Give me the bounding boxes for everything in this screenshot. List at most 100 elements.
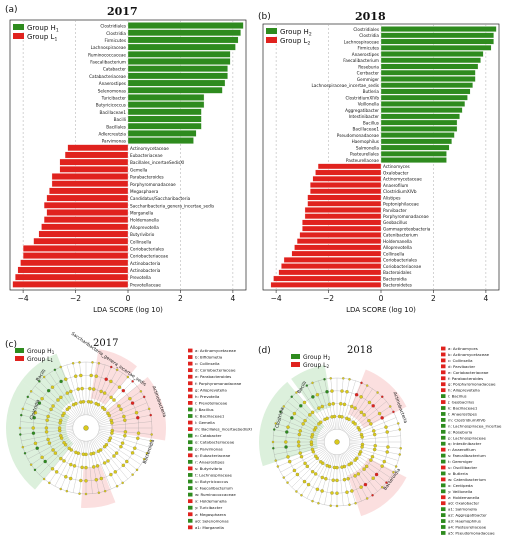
taxon-node xyxy=(386,445,390,449)
taxon-node xyxy=(120,441,125,445)
taxon-node xyxy=(102,444,107,449)
taxon-node xyxy=(299,454,304,459)
key-swatch xyxy=(188,387,193,392)
taxon-node xyxy=(44,426,49,430)
taxon-node xyxy=(271,440,275,444)
taxon-node xyxy=(323,378,326,381)
taxon-node xyxy=(325,390,329,394)
taxon-node xyxy=(50,385,55,389)
taxon-node xyxy=(345,490,349,494)
taxon-node xyxy=(117,385,122,389)
taxon-node xyxy=(123,434,127,438)
key-swatch xyxy=(441,465,446,470)
taxon-node xyxy=(42,477,46,481)
lda-bar xyxy=(281,263,382,269)
taxon-node xyxy=(360,445,364,449)
key-label: e: Coriobacteriaceae xyxy=(448,370,489,375)
bar-label: ClostridiumXIVb xyxy=(383,189,417,194)
bar-label: Bacillales xyxy=(106,124,126,129)
taxon-node xyxy=(340,415,344,419)
lda-bar xyxy=(46,209,129,216)
bar-label: ClostridiumXIVb xyxy=(345,95,379,100)
taxon-node xyxy=(301,422,305,426)
bar-label: Anaerostipes xyxy=(99,81,126,86)
taxon-node xyxy=(99,476,104,481)
taxon-node xyxy=(59,379,63,384)
taxon-node xyxy=(314,454,318,458)
lda-bar xyxy=(22,245,129,252)
branch-line xyxy=(341,453,362,502)
bar-label: Coriobacteriales xyxy=(130,246,164,251)
key-label: h: Alloprevotella xyxy=(448,388,480,393)
taxon-node xyxy=(331,478,335,482)
branch-line xyxy=(99,421,152,427)
taxon-node xyxy=(89,373,93,378)
key-label: y: Turicibacter xyxy=(195,505,223,510)
key-label: n: Lachnospiracea_incertae xyxy=(448,423,502,428)
key-label: a: Actinomyces xyxy=(448,346,478,351)
taxon-node xyxy=(42,375,46,379)
taxon-node xyxy=(89,400,93,404)
cladogram-2017: BacilliClostridiaSaccharibacteria_genera… xyxy=(5,331,252,530)
taxon-node xyxy=(276,465,280,468)
key-label: s: Faecalibacterium xyxy=(448,453,486,458)
taxon-node xyxy=(78,361,81,364)
branch-line xyxy=(338,454,344,506)
x-tick-label: −4 xyxy=(18,294,29,303)
taxon-node xyxy=(126,375,130,379)
bar-label: Catabacteriaceae xyxy=(89,74,126,79)
branch-line xyxy=(24,402,74,424)
key-label: r: Anaerostipes xyxy=(195,459,224,464)
taxon-node xyxy=(136,436,140,441)
lda-bar xyxy=(380,88,471,95)
taxon-node xyxy=(347,417,351,422)
clade-highlight-h xyxy=(291,364,332,414)
branch-line xyxy=(94,438,128,480)
lda-bar xyxy=(278,269,382,276)
lda-bar xyxy=(127,72,228,80)
key-label: c: Collinsella xyxy=(448,358,473,363)
lda-bar xyxy=(127,108,202,116)
taxon-node xyxy=(106,459,110,463)
taxon-node xyxy=(398,453,401,456)
taxon-node xyxy=(299,404,303,408)
taxon-node xyxy=(399,447,402,450)
key-swatch xyxy=(441,513,446,517)
panel-a-title: 2017 xyxy=(107,5,138,18)
taxon-node xyxy=(113,470,118,474)
taxon-node xyxy=(135,468,139,472)
key-label: w: Catenibacterium xyxy=(448,477,486,482)
taxon-node xyxy=(346,477,350,481)
taxon-node xyxy=(64,475,68,479)
taxon-node xyxy=(64,377,68,381)
taxon-node xyxy=(65,489,69,493)
taxon-node xyxy=(109,379,113,384)
key-label: t: Gemmiger xyxy=(448,459,473,464)
key-swatch xyxy=(188,512,193,517)
lda-bar xyxy=(127,29,241,37)
bar-label: Coriobacteriaceae xyxy=(383,264,422,269)
lda-bar xyxy=(307,200,382,207)
lda-bar xyxy=(310,182,382,188)
taxon-node xyxy=(35,446,39,450)
lda-bar xyxy=(12,281,129,288)
lda-bar xyxy=(299,232,382,238)
bar-label: Actinomyces xyxy=(383,164,410,169)
taxon-node xyxy=(397,422,400,425)
key-label: a0: Oxalobacter xyxy=(448,501,480,506)
taxon-node xyxy=(62,440,66,445)
legend-swatch xyxy=(15,348,24,353)
key-swatch xyxy=(441,412,446,416)
taxon-node xyxy=(102,391,107,395)
x-tick-label: −2 xyxy=(70,294,81,303)
taxon-node xyxy=(353,422,357,426)
taxon-node xyxy=(131,380,134,383)
x-tick-label: −2 xyxy=(323,294,334,303)
taxon-node xyxy=(385,450,389,454)
bar-label: Pseudomonadaceae xyxy=(337,133,380,138)
key-label: f: Porphyromonadaceae xyxy=(195,381,242,386)
lda-bar xyxy=(380,63,479,70)
taxon-node xyxy=(329,504,332,507)
key-label: s: Butyrivibrio xyxy=(195,466,223,471)
taxon-node xyxy=(123,430,128,434)
